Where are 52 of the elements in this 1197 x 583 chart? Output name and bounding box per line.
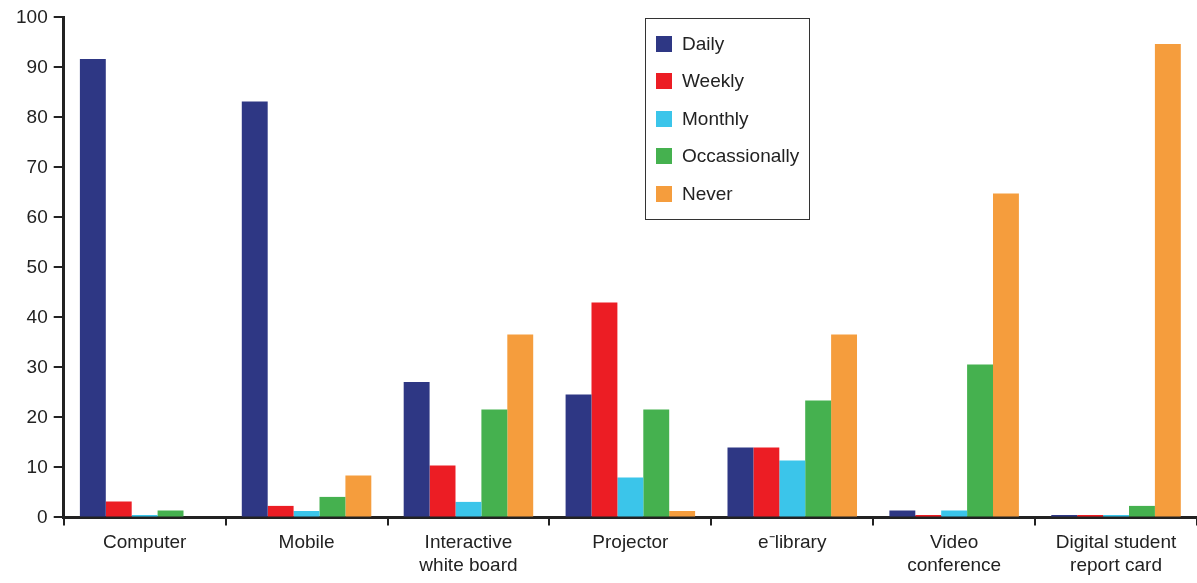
- x-tick-label: Computer: [102, 531, 188, 553]
- legend-label: Never: [682, 182, 733, 205]
- bar: [481, 409, 508, 517]
- x-tick-label: Video conference: [907, 531, 1002, 575]
- legend-label: Monthly: [682, 107, 749, 130]
- bar: [403, 381, 430, 517]
- bar: [157, 510, 184, 517]
- legend-label: Occassionally: [682, 145, 800, 168]
- bar: [565, 394, 592, 517]
- bar: [429, 465, 456, 517]
- y-tick-label: 80: [26, 105, 48, 127]
- y-tick-label: 100: [16, 5, 48, 27]
- bar: [779, 460, 806, 517]
- y-tick-label: 20: [26, 405, 48, 427]
- bar: [889, 510, 916, 517]
- y-tick-label: 0: [37, 505, 48, 527]
- y-tick-label: 10: [26, 455, 48, 477]
- bar: [967, 364, 994, 517]
- x-tick-label: Projector: [592, 531, 670, 553]
- bar: [293, 510, 320, 517]
- legend-label: Weekly: [682, 70, 744, 93]
- bar: [1129, 505, 1155, 517]
- bar: [241, 101, 268, 517]
- y-tick-label: 70: [26, 155, 48, 177]
- y-tick-label: 30: [26, 355, 48, 377]
- bar: [805, 400, 832, 517]
- bar: [643, 409, 670, 517]
- bar: [455, 501, 482, 517]
- bar: [79, 58, 106, 517]
- y-tick-label: 60: [26, 205, 48, 227]
- legend-label: Daily: [682, 32, 725, 55]
- y-tick-label: 50: [26, 255, 48, 277]
- bar: [507, 334, 534, 517]
- bar: [319, 496, 346, 517]
- bar: [727, 447, 754, 517]
- x-tick-label: Interactive white board: [418, 531, 518, 575]
- y-tick-label: 40: [26, 305, 48, 327]
- bar: [1154, 43, 1181, 517]
- bar: [753, 447, 780, 517]
- bar: [267, 505, 294, 517]
- x-tick-label: e⁻library: [758, 531, 827, 553]
- bar: [105, 501, 132, 517]
- bar: [941, 510, 968, 517]
- bar: [993, 193, 1019, 517]
- x-tick-label: Digital student report card: [1055, 531, 1177, 575]
- x-tick-label: Mobile: [278, 531, 335, 553]
- bar: [617, 477, 644, 517]
- bar: [669, 510, 696, 517]
- y-tick-label: 90: [26, 55, 48, 77]
- bar: [831, 334, 858, 517]
- bar: [591, 302, 618, 517]
- bar: [345, 475, 372, 517]
